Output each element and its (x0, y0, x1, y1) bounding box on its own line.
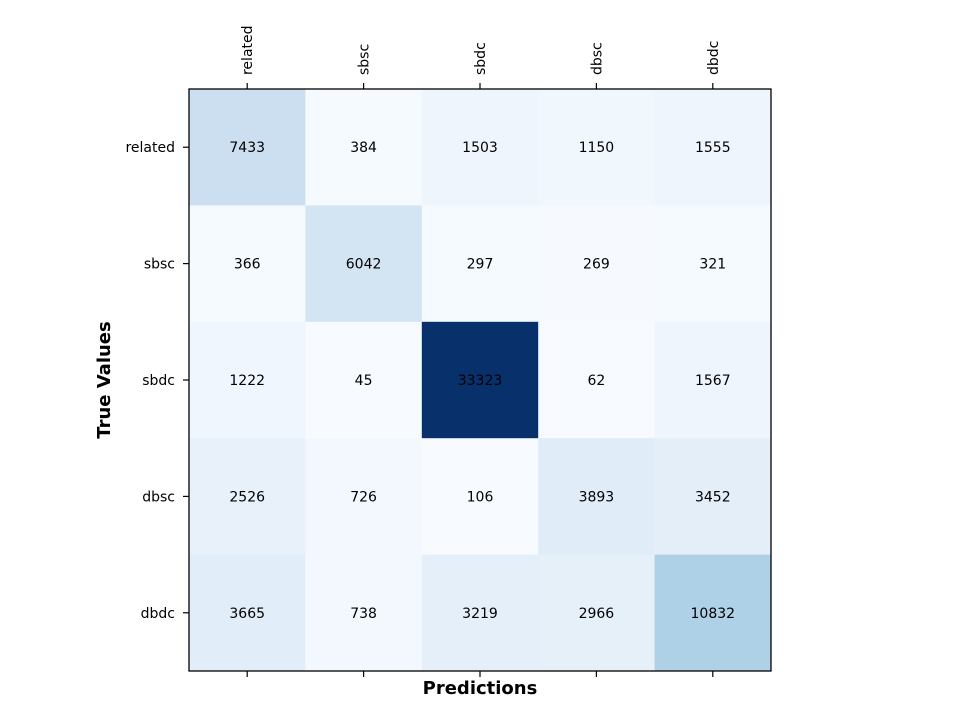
heatmap-cell (305, 89, 423, 206)
cell-value-label: 7433 (229, 140, 265, 156)
heatmap-cell (421, 205, 539, 323)
heatmap-cell (654, 438, 772, 556)
cell-value-label: 33323 (458, 373, 503, 389)
heatmap-cell (421, 438, 539, 556)
heatmap-cell (654, 89, 772, 206)
heatmap-cell (538, 89, 656, 206)
heatmap-cell (305, 205, 423, 323)
cell-value-label: 1503 (462, 140, 498, 156)
cell-value-label: 3219 (462, 606, 498, 622)
cell-value-label: 269 (583, 257, 610, 273)
heatmap-cell (538, 205, 656, 323)
cell-value-label: 321 (699, 257, 726, 273)
cell-value-label: 2966 (579, 606, 615, 622)
y-tick-label: dbsc (142, 489, 175, 505)
axis-ticks (183, 83, 714, 677)
y-tick-label: sbdc (142, 373, 175, 389)
heatmap-cell (189, 321, 306, 439)
x-tick-label: dbsc (589, 42, 605, 75)
heatmap-cells (189, 89, 772, 672)
cell-value-label: 62 (587, 373, 605, 389)
cell-value-label: 3893 (579, 489, 615, 505)
heatmap-cell (654, 205, 772, 323)
y-tick-labels: related sbsc sbdc dbsc dbdc (125, 140, 175, 622)
cell-value-label: 45 (355, 373, 373, 389)
cell-value-label: 1567 (695, 373, 731, 389)
x-tick-label: dbdc (706, 41, 722, 75)
cell-value-label: 10832 (691, 606, 736, 622)
cell-value-label: 738 (350, 606, 377, 622)
y-tick-label: dbdc (141, 606, 175, 622)
heatmap-cell-labels: 7433 384 1503 1150 1555 366 6042 297 269 321 1222 4… (229, 140, 735, 622)
x-tick-label: sbsc (357, 44, 373, 75)
heatmap-cell (421, 321, 539, 439)
cell-value-label: 297 (467, 257, 494, 273)
cell-value-label: 3452 (695, 489, 731, 505)
heatmap-cell (654, 554, 772, 672)
heatmap-cell (305, 438, 423, 556)
cell-value-label: 106 (467, 489, 494, 505)
heatmap-cell (538, 321, 656, 439)
heatmap-cell (305, 554, 423, 672)
y-tick-label: sbsc (144, 257, 175, 273)
heatmap-cell (305, 321, 423, 439)
y-axis-title: True Values (94, 321, 115, 438)
heatmap-cell (189, 205, 306, 323)
cell-value-label: 3665 (229, 606, 265, 622)
cell-value-label: 6042 (346, 257, 382, 273)
x-tick-labels: related sbsc sbdc dbsc dbdc (240, 25, 722, 75)
cell-value-label: 2526 (229, 489, 265, 505)
cell-value-label: 726 (350, 489, 377, 505)
cell-value-label: 1150 (579, 140, 615, 156)
heatmap-cell (189, 554, 306, 672)
heatmap-cell (421, 554, 539, 672)
cell-value-label: 1555 (695, 140, 731, 156)
cell-value-label: 366 (234, 257, 261, 273)
cell-value-label: 1222 (229, 373, 265, 389)
cell-value-label: 384 (350, 140, 377, 156)
heatmap-cell (654, 321, 772, 439)
heatmap-cell (189, 89, 306, 206)
heatmap-cell (538, 554, 656, 672)
heatmap-cell (538, 438, 656, 556)
y-tick-label: related (125, 140, 175, 156)
heatmap-cell (189, 438, 306, 556)
x-tick-label: sbdc (473, 42, 489, 75)
heatmap-cell (421, 89, 539, 206)
x-tick-label: related (240, 25, 256, 75)
x-axis-title: Predictions (423, 678, 538, 699)
